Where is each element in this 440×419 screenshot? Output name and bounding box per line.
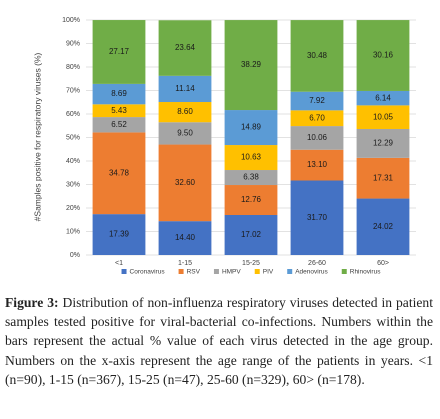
data-label: 24.02 [373,222,394,231]
bar-segment [224,20,278,111]
data-label: 30.16 [373,51,394,60]
y-tick-label: 100% [62,17,80,24]
bar-segment [356,198,410,255]
y-tick-label: 40% [66,158,80,165]
y-tick-label: 90% [66,40,80,47]
bar-segment [290,180,344,255]
bar-segment [158,102,212,123]
bar-segment [356,90,410,106]
data-label: 6.52 [111,120,127,129]
data-label: 7.92 [309,96,325,105]
x-tick-label: 26-60 [308,260,326,267]
legend-swatch [213,269,219,274]
caption: Figure 3: Distribution of non-influenza … [5,293,433,389]
data-label: 10.05 [373,112,394,121]
data-label: 10.06 [307,133,328,142]
caption-text: Distribution of non-influenza respirator… [5,295,433,387]
bar-segment [158,144,212,222]
y-axis-label: #Samples positive for respiratory viruse… [32,53,42,222]
data-label: 27.17 [109,47,130,56]
y-tick-label: 80% [66,64,80,71]
y-tick-label: 50% [66,134,80,141]
bar-segment [290,126,344,150]
data-label: 23.64 [175,43,196,52]
legend-label: Rhinovirus [350,269,381,276]
y-tick-label: 10% [66,228,80,235]
x-tick-label: 60> [377,260,389,267]
bar-segment [290,20,344,92]
bar-segment [356,20,410,91]
bar-segment [92,104,146,118]
bar-segment [224,145,278,171]
data-label: 12.29 [373,139,394,148]
data-label: 38.29 [241,60,262,69]
legend-swatch [121,269,127,274]
data-label: 30.48 [307,51,328,60]
legend-label: HMPV [222,269,241,276]
bar-segment [158,20,212,76]
bar-segment [158,221,212,255]
data-label: 34.78 [109,168,130,177]
data-label: 8.69 [111,89,127,98]
bar-segment [224,215,278,255]
y-tick-label: 30% [66,181,80,188]
data-label: 5.43 [111,106,127,115]
y-tick-label: 60% [66,111,80,118]
data-label: 11.14 [175,84,195,93]
bar-segment [92,132,146,215]
data-label: 9.50 [177,128,193,137]
chart: #Samples positive for respiratory viruse… [32,17,416,276]
data-label: 14.89 [241,123,262,132]
bar-segment [290,110,344,127]
legend-label: Coronavirus [130,269,166,276]
bar-segment [290,149,344,181]
legend-swatch [254,269,260,274]
data-label: 14.40 [175,233,196,242]
bar-segment [92,117,146,133]
bar-segment [158,122,212,145]
legend-swatch [287,269,293,274]
bar-segment [92,83,146,105]
bar-segment [224,170,278,186]
legend-label: PIV [263,269,274,276]
data-label: 6.38 [243,173,259,182]
x-tick-label: 1-15 [178,260,192,267]
bar-segment [290,91,344,111]
data-label: 10.63 [241,153,262,162]
bar-segment [224,185,278,216]
x-tick-label: 15-25 [242,260,260,267]
y-tick-label: 20% [66,205,80,212]
legend-swatch [341,269,347,274]
data-label: 6.14 [375,93,391,102]
bar-segment [92,20,146,84]
data-label: 12.76 [241,195,262,204]
data-label: 8.60 [177,107,193,116]
bar-segment [92,214,146,255]
data-label: 17.02 [241,230,262,239]
legend-label: Adenovirus [295,269,328,276]
x-tick-label: <1 [115,260,123,267]
caption-label: Figure 3: [5,295,59,310]
bar-segment [356,105,410,129]
bar-segment [356,128,410,158]
y-tick-label: 0% [70,252,80,259]
data-label: 6.70 [309,113,325,122]
data-label: 32.60 [175,178,196,187]
data-label: 17.39 [109,230,130,239]
legend-swatch [178,269,184,274]
bar-segment [158,75,212,103]
data-label: 31.70 [307,213,328,222]
data-label: 13.10 [307,160,328,169]
data-label: 17.31 [373,173,394,182]
bar-segment [356,157,410,199]
legend-label: RSV [187,269,201,276]
bar-segment [224,110,278,146]
y-tick-label: 70% [66,87,80,94]
